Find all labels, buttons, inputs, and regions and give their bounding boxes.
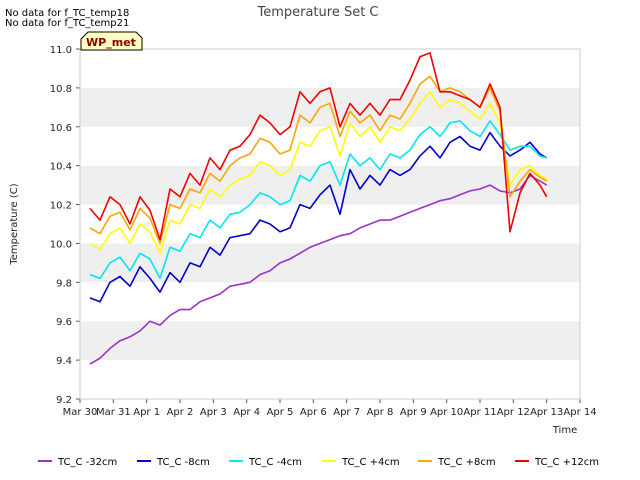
grid-band bbox=[80, 87, 580, 127]
x-tick-label: Apr 5 bbox=[267, 407, 294, 418]
y-tick-label: 10.0 bbox=[50, 239, 72, 250]
x-tick-label: Apr 1 bbox=[133, 407, 160, 418]
grid-band bbox=[80, 243, 580, 283]
x-tick-label: Apr 7 bbox=[333, 407, 360, 418]
legend-item: TC_C +12cm bbox=[515, 457, 599, 468]
legend-item: TC_C +8cm bbox=[418, 457, 496, 468]
x-tick-label: Apr 10 bbox=[430, 407, 463, 418]
legend-item: TC_C +4cm bbox=[322, 457, 400, 468]
badge-label: WP_met bbox=[86, 36, 136, 49]
x-tick-label: Mar 31 bbox=[96, 407, 131, 418]
legend: TC_C -32cm TC_C -8cm TC_C -4cm TC_C +4cm TC_… bbox=[38, 457, 599, 468]
legend-label: TC_C +12cm bbox=[534, 457, 599, 468]
grid-band bbox=[80, 126, 580, 166]
x-tick-label: Apr 8 bbox=[367, 407, 394, 418]
y-tick-label: 9.6 bbox=[56, 317, 72, 328]
wp-met-badge: WP_met bbox=[80, 31, 143, 51]
y-tick-label: 11.0 bbox=[50, 45, 72, 56]
y-tick-label: 10.4 bbox=[50, 162, 72, 173]
y-tick-label: 9.8 bbox=[56, 278, 72, 289]
x-tick-label: Apr 4 bbox=[233, 407, 260, 418]
series-line-tc-c-4cm bbox=[89, 91, 548, 254]
x-tick-label: Apr 3 bbox=[200, 407, 227, 418]
grid-bands bbox=[80, 49, 580, 399]
legend-label: TC_C +4cm bbox=[341, 457, 400, 468]
grid-band bbox=[80, 282, 580, 322]
grid-band bbox=[80, 360, 580, 399]
legend-label: TC_C -32cm bbox=[57, 457, 117, 468]
x-tick-label: Mar 30 bbox=[63, 407, 98, 418]
grid-band bbox=[80, 321, 580, 361]
x-tick-label: Apr 9 bbox=[400, 407, 427, 418]
y-tick-label: 10.6 bbox=[50, 123, 72, 134]
legend-label: TC_C -8cm bbox=[156, 457, 210, 468]
x-tick-label: Apr 14 bbox=[563, 407, 596, 418]
y-tick-label: 9.2 bbox=[56, 395, 72, 406]
no-data-note-1: No data for f_TC_temp18 bbox=[5, 8, 130, 19]
series-line-tc-c-32cm bbox=[89, 174, 548, 365]
legend-item: TC_C -8cm bbox=[137, 457, 210, 468]
x-tick-label: Apr 11 bbox=[463, 407, 496, 418]
y-tick-label: 10.2 bbox=[50, 201, 72, 212]
x-tick-label: Apr 13 bbox=[530, 407, 563, 418]
y-tick-label: 10.8 bbox=[50, 84, 72, 95]
series-lines bbox=[89, 52, 548, 365]
x-tick-label: Apr 2 bbox=[167, 407, 194, 418]
x-tick-label: Apr 6 bbox=[300, 407, 327, 418]
y-tick-label: 9.4 bbox=[56, 356, 72, 367]
x-axis-title: Time bbox=[552, 425, 577, 436]
series-line-tc-c-8cm bbox=[89, 131, 548, 303]
series-line-tc-c-4cm bbox=[89, 120, 547, 280]
y-axis-title: Temperature (C) bbox=[9, 183, 20, 265]
no-data-note-2: No data for f_TC_temp21 bbox=[5, 18, 130, 29]
legend-item: TC_C -32cm bbox=[38, 457, 117, 468]
x-tick-label: Apr 12 bbox=[497, 407, 530, 418]
y-axis-ticks: 9.2 9.4 9.6 9.8 10.0 10.2 10.4 10.6 10.8 11.0 bbox=[50, 45, 80, 406]
legend-label: TC_C -4cm bbox=[248, 457, 302, 468]
grid-band bbox=[80, 49, 580, 88]
legend-label: TC_C +8cm bbox=[437, 457, 496, 468]
plot-frame bbox=[79, 48, 581, 400]
legend-item: TC_C -4cm bbox=[229, 457, 302, 468]
chart-title: Temperature Set C bbox=[256, 5, 378, 20]
series-line-tc-c-12cm bbox=[89, 52, 548, 241]
